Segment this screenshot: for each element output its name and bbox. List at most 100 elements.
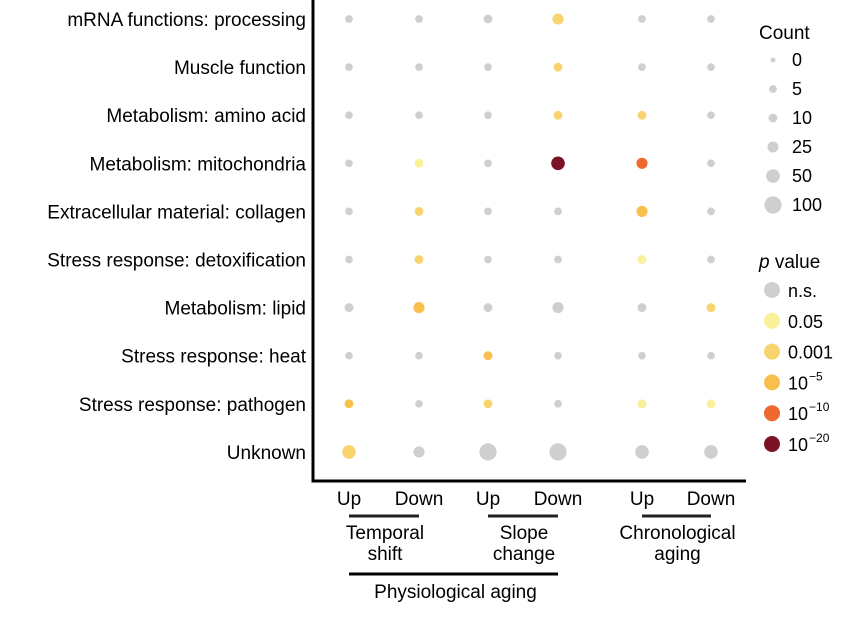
data-point	[552, 13, 564, 25]
data-point	[637, 255, 647, 264]
data-point	[553, 62, 563, 72]
data-point	[554, 255, 562, 264]
p-legend-label-base: 10	[788, 373, 808, 393]
p-legend-label: n.s.	[788, 281, 817, 301]
data-point	[637, 399, 647, 409]
p-legend-swatch	[764, 282, 780, 298]
p-legend-label-exponent: −5	[809, 369, 823, 383]
data-point	[638, 15, 646, 23]
data-point	[484, 207, 492, 216]
column-label: Down	[534, 489, 583, 510]
count-legend-label: 10	[792, 108, 812, 128]
count-legend-label: 50	[792, 166, 812, 186]
data-point	[707, 63, 715, 71]
p-legend-swatch	[764, 343, 780, 360]
data-point	[415, 351, 423, 360]
count-legend-title: Count	[759, 23, 810, 44]
group-label-line1: Chronological	[619, 523, 735, 544]
p-legend-swatch	[764, 405, 780, 422]
data-point	[413, 446, 425, 458]
data-point	[345, 351, 353, 360]
column-label: Down	[687, 489, 736, 510]
data-point	[704, 445, 718, 459]
data-point	[707, 111, 715, 120]
p-legend-label-base: 10	[788, 435, 808, 455]
row-label: Metabolism: amino acid	[106, 106, 306, 127]
row-label: Metabolism: lipid	[165, 299, 307, 320]
count-legend: Count 0 5 10 25 50 100	[759, 23, 822, 215]
row-label: Stress response: heat	[121, 347, 307, 368]
data-point	[706, 399, 716, 409]
data-point	[484, 255, 492, 264]
p-legend-label-exponent: −20	[809, 431, 830, 445]
p-legend-swatch	[764, 312, 780, 329]
data-point	[554, 399, 562, 408]
p-legend-label: 10−20	[788, 431, 830, 455]
data-point	[638, 63, 646, 71]
data-point	[345, 159, 353, 168]
data-point	[479, 443, 497, 461]
p-legend-label-base: n.s.	[788, 281, 817, 301]
data-point	[707, 15, 715, 23]
data-point	[553, 110, 563, 120]
data-point	[707, 255, 715, 264]
data-point	[415, 63, 423, 71]
data-point	[484, 111, 492, 120]
data-point	[415, 399, 423, 408]
data-point	[554, 351, 562, 360]
p-legend-title-italic: p	[758, 252, 770, 273]
column-labels: Up Down Up Down Up Down	[337, 489, 735, 510]
data-point	[414, 206, 424, 216]
p-legend-label-base: 0.001	[788, 343, 833, 363]
p-legend-label-base: 10	[788, 404, 808, 424]
data-point	[549, 443, 567, 461]
data-point	[345, 207, 353, 216]
data-point	[342, 445, 356, 459]
row-label: mRNA functions: processing	[67, 10, 306, 31]
data-point	[484, 63, 492, 71]
row-label: Stress response: pathogen	[79, 395, 306, 416]
data-point	[637, 303, 647, 313]
group-label-line2: change	[493, 544, 555, 565]
row-label: Metabolism: mitochondria	[90, 154, 307, 175]
data-point	[414, 255, 424, 264]
data-point	[483, 399, 493, 409]
p-legend-label: 10−5	[788, 369, 823, 393]
data-point	[344, 399, 354, 409]
data-point	[635, 445, 649, 459]
data-point	[707, 351, 715, 360]
group-label-line1: Temporal	[346, 523, 424, 544]
count-legend-label: 5	[792, 79, 802, 99]
data-point	[415, 15, 423, 23]
count-legend-swatch	[766, 169, 780, 183]
group-label-line1: Slope	[500, 523, 549, 544]
data-points	[342, 13, 718, 461]
row-labels: mRNA functions: processing Muscle functio…	[47, 10, 306, 464]
count-legend-swatch	[764, 196, 782, 214]
data-point	[707, 207, 715, 216]
group-label-line2: shift	[368, 544, 404, 565]
data-point	[483, 351, 493, 361]
data-point	[483, 14, 493, 24]
p-legend-swatch	[764, 374, 780, 391]
data-point	[414, 158, 424, 168]
data-point	[415, 111, 423, 120]
data-point	[636, 205, 648, 217]
data-point	[707, 159, 715, 168]
data-point	[637, 110, 647, 120]
data-point	[345, 255, 353, 264]
count-legend-label: 0	[792, 50, 802, 70]
count-legend-swatch	[767, 141, 779, 153]
row-label: Stress response: detoxification	[47, 251, 306, 272]
row-label: Muscle function	[174, 58, 306, 79]
p-legend-swatch	[764, 436, 780, 452]
p-legend-label-exponent: −10	[809, 400, 830, 414]
row-label: Unknown	[227, 443, 306, 464]
data-point	[551, 156, 565, 171]
count-legend-label: 100	[792, 195, 822, 215]
group-label-line2: aging	[654, 544, 701, 565]
data-point	[638, 351, 646, 360]
